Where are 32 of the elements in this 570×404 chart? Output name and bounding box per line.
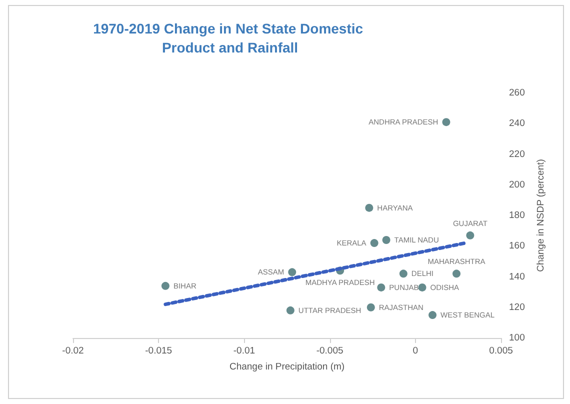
x-tick-label: -0.02 <box>62 346 84 356</box>
point <box>466 231 474 240</box>
y-tick-label: 240 <box>509 118 525 130</box>
point <box>452 270 460 278</box>
point <box>366 303 375 312</box>
point <box>428 311 437 320</box>
point <box>286 306 294 314</box>
x-tick-label: 0.005 <box>489 346 513 356</box>
y-tick-label: 100 <box>509 332 525 344</box>
y-axis-title: Change in NSDP (percent) <box>535 159 546 272</box>
x-tick-label: 0 <box>412 346 418 356</box>
point <box>442 118 450 126</box>
y-tick-label: 140 <box>509 271 525 282</box>
y-tick-label: 160 <box>509 240 525 252</box>
point <box>418 283 426 292</box>
y-tick-label: 220 <box>509 148 525 160</box>
point <box>161 282 170 290</box>
y-tick-label: 120 <box>509 302 525 313</box>
point <box>370 239 378 248</box>
point <box>399 270 408 278</box>
x-tick-label: -0.005 <box>316 346 344 356</box>
y-tick-label: 260 <box>509 88 525 98</box>
point <box>365 204 374 212</box>
x-tick-label: -0.015 <box>145 346 172 356</box>
y-tick-label: 180 <box>509 210 525 221</box>
x-tick-label: -0.01 <box>233 346 256 356</box>
point <box>288 268 296 276</box>
y-tick-label: 200 <box>509 179 525 190</box>
x-axis-title: Change in Precipitation (m) <box>229 362 345 372</box>
chart-title: 1970-2019 Change in Net State Domestic Product and Rainfall <box>93 20 367 56</box>
point <box>382 236 390 244</box>
point <box>377 283 386 292</box>
